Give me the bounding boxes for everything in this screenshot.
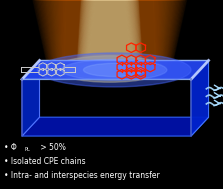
Ellipse shape: [83, 63, 145, 77]
Polygon shape: [22, 60, 39, 136]
Ellipse shape: [62, 60, 167, 80]
Polygon shape: [77, 0, 143, 70]
Polygon shape: [22, 60, 209, 79]
Ellipse shape: [37, 53, 191, 87]
Polygon shape: [79, 0, 141, 70]
Polygon shape: [80, 0, 139, 70]
Text: • Isolated CPE chains: • Isolated CPE chains: [4, 157, 86, 166]
Polygon shape: [33, 0, 187, 70]
Polygon shape: [78, 0, 142, 70]
Text: PL: PL: [24, 147, 30, 152]
Text: > 50%: > 50%: [38, 143, 66, 152]
Polygon shape: [80, 0, 140, 70]
Polygon shape: [191, 60, 209, 136]
Ellipse shape: [66, 60, 154, 78]
Text: • Intra- and interspecies energy transfer: • Intra- and interspecies energy transfe…: [4, 171, 160, 180]
Ellipse shape: [79, 62, 140, 76]
Text: • Φ: • Φ: [4, 143, 17, 152]
Polygon shape: [78, 0, 141, 70]
Ellipse shape: [55, 56, 165, 82]
Polygon shape: [22, 117, 209, 136]
